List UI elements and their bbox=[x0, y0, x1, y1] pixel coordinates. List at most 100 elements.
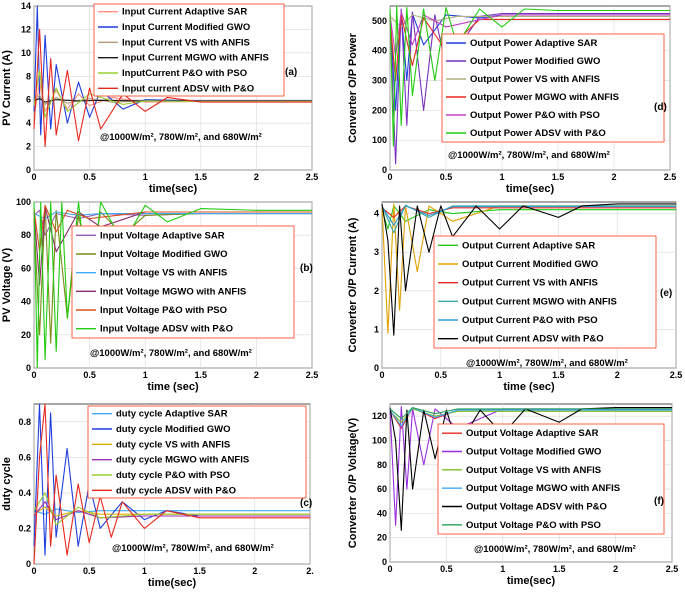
legend-entry: Output Voltage VS with ANFIS bbox=[466, 465, 601, 476]
y-tick-label: 20 bbox=[377, 533, 387, 543]
x-tick-label: 1 bbox=[500, 564, 505, 574]
series-line-5 bbox=[389, 11, 670, 58]
x-tick-label: 1 bbox=[143, 172, 148, 182]
legend-entry: Input Current Adaptive SAR bbox=[122, 7, 247, 18]
irradiance-annotation: @1000W/m², 780W/m², and 680W/m² bbox=[466, 358, 628, 369]
legend-entry: Output Power P&O with PSO bbox=[470, 110, 600, 121]
legend-entry: duty cycle P&O with PSO bbox=[116, 470, 230, 481]
y-tick-label: 2 bbox=[374, 286, 379, 296]
series-line-6 bbox=[389, 407, 672, 420]
legend-entry: Output Current P&O with PSO bbox=[462, 315, 598, 326]
x-tick-label: 2.5 bbox=[306, 370, 319, 380]
series-line-4 bbox=[389, 407, 672, 427]
x-tick-label: 1 bbox=[497, 370, 502, 380]
x-tick-label: 0 bbox=[387, 564, 392, 574]
irradiance-annotation: @1000W/m², 780W/m², and 680W/m² bbox=[100, 132, 262, 143]
panel-tag: (d) bbox=[654, 102, 667, 113]
legend-entry: Output Current Modified GWO bbox=[462, 259, 598, 270]
series-line-2 bbox=[389, 8, 670, 165]
x-tick-label: 1 bbox=[499, 172, 504, 182]
y-tick-label: 0 bbox=[26, 363, 31, 373]
legend-entry: duty cycle VS with ANFIS bbox=[116, 439, 230, 450]
x-tick-label: 1.5 bbox=[193, 566, 206, 576]
chart-panel-a: 0 0.5 1 1.5 2 2.5 0 2 4 6 8 10 12 14 time(sec) PV Curre… bbox=[1, 1, 319, 195]
y-tick-label: 0 bbox=[26, 559, 31, 569]
y-tick-label: 300 bbox=[372, 76, 387, 86]
y-tick-label: 0 bbox=[382, 557, 387, 567]
x-tick-label: 1.5 bbox=[553, 564, 566, 574]
legend-box bbox=[441, 33, 665, 143]
legend-box bbox=[93, 3, 285, 97]
y-tick-label: 4 bbox=[26, 118, 31, 128]
y-tick-label: 60 bbox=[21, 263, 31, 273]
legend-entry: duty cycle ADSV with P&O bbox=[116, 485, 236, 496]
y-tick-label: 500 bbox=[372, 16, 387, 26]
legend: Input Current Adaptive SAR Input Current … bbox=[93, 3, 285, 97]
x-tick-label: 2.5 bbox=[664, 172, 677, 182]
legend-entry: Input Voltage ADSV with P&O bbox=[100, 324, 233, 335]
y-tick-label: 100 bbox=[16, 197, 31, 207]
series-line-4 bbox=[33, 97, 312, 103]
x-tick-label: 0 bbox=[387, 172, 392, 182]
irradiance-annotation: @1000W/m², 780W/m², and 680W/m² bbox=[112, 543, 274, 554]
y-tick-label: 0.6 bbox=[18, 452, 31, 462]
x-tick-label: 0.5 bbox=[440, 172, 453, 182]
legend-entry: duty cycle MGWO with ANFIS bbox=[116, 455, 249, 466]
legend: Output Voltage Adaptive SAR Output Voltag… bbox=[437, 423, 665, 535]
legend-entry: Output Current ADSV with P&O bbox=[462, 334, 604, 345]
y-tick-label: 400 bbox=[372, 46, 387, 56]
y-tick-label: 8 bbox=[26, 71, 31, 81]
x-tick-label: 2.5 bbox=[670, 370, 683, 380]
legend-entry: Output Power ADSV with P&O bbox=[470, 128, 606, 139]
x-axis-label: time(sec) bbox=[148, 577, 197, 589]
legend-entry: duty cycle Modified GWO bbox=[116, 424, 231, 435]
y-axis-label: PV Voltage (V) bbox=[1, 247, 13, 322]
y-tick-label: 100 bbox=[372, 135, 387, 145]
y-tick-label: 6 bbox=[26, 95, 31, 105]
chart-panel-f: 0 0.5 1 1.5 2 2.5 0 20 40 60 80 100 120 time(sec) Conv… bbox=[347, 403, 679, 587]
x-tick-label: 1.5 bbox=[195, 370, 208, 380]
y-tick-label: 0 bbox=[382, 165, 387, 175]
y-tick-label: 80 bbox=[21, 230, 31, 240]
x-axis-label: time (sec) bbox=[503, 381, 555, 393]
chart-panel-c: 0 0.5 1 1.5 2 2. 0 0.2 0.4 0.6 0.8 time(sec) duty cy… bbox=[1, 403, 314, 589]
legend-entry: Output Power Adaptive SAR bbox=[470, 38, 598, 49]
legend-entry: Input Current Modified GWO bbox=[122, 22, 250, 33]
legend-entry: Input Current VS with ANFIS bbox=[122, 37, 250, 48]
series-line-6 bbox=[381, 203, 676, 336]
chart-panel-d: 0 0.5 1 1.5 2 2.5 0 100 200 300 400 500 time(sec) Con… bbox=[347, 5, 677, 195]
x-tick-label: 0.5 bbox=[440, 564, 453, 574]
legend-entry: Input Voltage Adaptive SAR bbox=[100, 230, 225, 241]
series-line-3 bbox=[381, 205, 676, 218]
x-tick-label: 2.5 bbox=[306, 172, 319, 182]
x-tick-label: 2 bbox=[252, 566, 257, 576]
series-line-3 bbox=[33, 211, 312, 220]
series-line-5 bbox=[381, 205, 676, 226]
irradiance-annotation: @1000W/m², 780W/m², and 680W/m² bbox=[448, 150, 610, 161]
y-tick-label: 10 bbox=[21, 48, 31, 58]
panel-tag: (a) bbox=[285, 67, 297, 78]
x-tick-label: 2. bbox=[306, 566, 314, 576]
irradiance-annotation: @1000W/m², 780W/m², and 680W/m² bbox=[90, 348, 252, 359]
legend-box bbox=[87, 405, 307, 499]
legend-box bbox=[433, 235, 657, 349]
chart-panel-b: 0 0.5 1 1.5 2 2.5 0 20 40 60 80 100 time (sec) PV Vol… bbox=[1, 197, 319, 393]
legend-entry: Output Current Adaptive SAR bbox=[462, 240, 595, 251]
y-tick-label: 1 bbox=[374, 324, 379, 334]
panel-tag: (b) bbox=[300, 263, 313, 274]
series-line-6 bbox=[33, 28, 312, 148]
y-axis-label: Converter O/P Voltage(V) bbox=[347, 417, 359, 548]
chart-panel-e: 0 0.5 1 1.5 2 2.5 0 1 2 3 4 time (sec) Converter O/P… bbox=[347, 201, 683, 393]
y-tick-label: 14 bbox=[21, 1, 31, 11]
legend: Output Current Adaptive SAR Output Curren… bbox=[433, 235, 657, 349]
legend: Output Power Adaptive SAR Output Power Mo… bbox=[441, 33, 665, 143]
y-tick-label: 0.4 bbox=[18, 488, 31, 498]
x-tick-label: 2.5 bbox=[666, 564, 679, 574]
legend-entry: Output Voltage Modified GWO bbox=[466, 447, 601, 458]
legend-entry: Output Current VS with ANFIS bbox=[462, 278, 598, 289]
y-tick-label: 200 bbox=[372, 105, 387, 115]
y-tick-label: 0.8 bbox=[18, 417, 31, 427]
series-line-6 bbox=[389, 5, 670, 147]
x-tick-label: 1.5 bbox=[552, 172, 565, 182]
